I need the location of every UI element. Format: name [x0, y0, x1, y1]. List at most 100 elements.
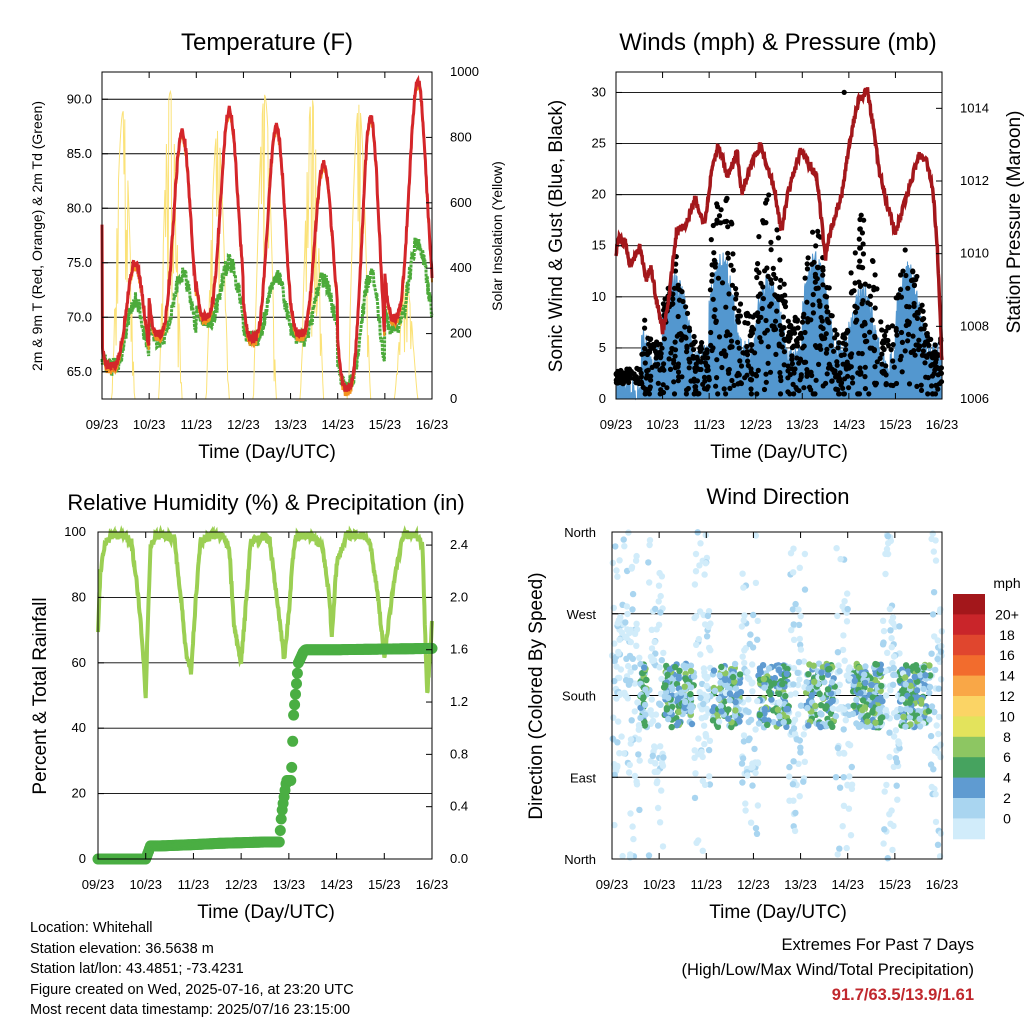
gust-point — [728, 338, 735, 344]
direction-point — [883, 545, 891, 553]
direction-point — [656, 819, 664, 826]
direction-point — [902, 723, 909, 730]
direction-point — [845, 805, 853, 812]
gust-point — [773, 351, 779, 357]
gust-point — [713, 319, 719, 325]
y-right-tick-label: 0.8 — [450, 746, 468, 761]
direction-point — [797, 613, 804, 620]
gust-point — [691, 339, 697, 346]
direction-point — [886, 729, 893, 736]
x-tick-label: 09/23 — [82, 877, 115, 892]
direction-point — [784, 665, 791, 673]
direction-point — [887, 687, 894, 694]
gust-point — [683, 391, 690, 397]
gust-point — [919, 302, 925, 308]
direction-point — [792, 809, 799, 817]
gust-point — [853, 319, 859, 325]
direction-point — [844, 605, 851, 613]
gust-point — [763, 379, 769, 385]
gust-point — [715, 275, 722, 281]
direction-point — [652, 711, 660, 718]
gust-point — [926, 351, 932, 357]
direction-point — [882, 706, 890, 714]
gust-point — [813, 243, 819, 249]
gust-point — [773, 275, 779, 281]
x-tick-label: 14/23 — [320, 877, 353, 892]
gust-point — [756, 270, 762, 276]
direction-point — [648, 696, 655, 703]
direction-point — [739, 653, 746, 660]
gust-point — [820, 282, 826, 288]
direction-point — [641, 664, 648, 671]
direction-point — [750, 611, 757, 619]
x-tick-label: 16/23 — [416, 877, 449, 892]
direction-point — [786, 763, 793, 771]
direction-point — [877, 666, 884, 673]
humidity-series — [92, 524, 438, 865]
direction-point — [796, 676, 803, 683]
direction-point — [880, 639, 887, 646]
gust-point — [797, 377, 803, 383]
gust-point — [771, 271, 777, 277]
direction-point — [827, 710, 835, 717]
direction-point — [808, 692, 815, 699]
gust-point — [880, 345, 886, 351]
direction-point — [614, 573, 621, 580]
gust-point — [815, 285, 821, 291]
direction-point — [881, 826, 888, 833]
y-right-tick-label: 2.0 — [450, 589, 468, 604]
direction-point — [715, 695, 722, 702]
direction-point — [749, 782, 756, 789]
gust-point — [857, 371, 863, 377]
temperature-xlabel: Time (Day/UTC) — [198, 442, 336, 463]
direction-point — [721, 674, 729, 682]
y-tick-label: 75.0 — [67, 255, 92, 270]
gust-point — [642, 317, 648, 323]
gust-point — [686, 325, 692, 331]
x-tick-label: 14/23 — [831, 877, 864, 892]
y-tick-label: 25 — [592, 136, 606, 151]
direction-point — [776, 690, 783, 697]
direction-point — [641, 701, 649, 709]
direction-point — [702, 713, 709, 721]
direction-point — [795, 711, 802, 718]
direction-point — [665, 715, 672, 723]
direction-point — [839, 823, 846, 830]
direction-point — [845, 666, 852, 674]
y-tick-label: East — [570, 770, 596, 785]
x-tick-label: 15/23 — [879, 417, 912, 432]
gust-point — [798, 372, 804, 378]
legend-label: 8 — [1003, 729, 1011, 745]
gust-point — [804, 266, 811, 272]
legend-label: 0 — [1003, 810, 1011, 826]
gust-point — [692, 368, 699, 374]
station-elevation: Station elevation: 36.5638 m — [30, 940, 214, 957]
direction-point — [816, 690, 823, 698]
legend-swatch — [953, 716, 985, 738]
gust-point — [812, 279, 818, 285]
gust-point — [858, 282, 864, 289]
direction-point — [790, 725, 798, 732]
direction-point — [646, 541, 653, 549]
gust-point — [748, 332, 754, 338]
direction-point — [642, 686, 649, 693]
gust-point — [857, 258, 863, 264]
y-tick-label: 100 — [64, 524, 86, 539]
gust-point — [917, 306, 923, 312]
direction-point — [647, 757, 655, 765]
gust-point — [792, 330, 798, 336]
direction-point — [701, 669, 708, 676]
direction-point — [740, 732, 748, 739]
gust-point — [792, 326, 798, 332]
direction-point — [654, 778, 661, 785]
legend-title: mph — [993, 575, 1020, 591]
direction-point — [833, 545, 840, 552]
direction-point — [872, 660, 879, 668]
gust-point — [755, 293, 761, 299]
gust-point — [835, 345, 841, 351]
gust-point — [684, 343, 690, 349]
gust-point — [781, 281, 787, 287]
direction-point — [629, 606, 636, 613]
direction-point — [625, 529, 632, 536]
